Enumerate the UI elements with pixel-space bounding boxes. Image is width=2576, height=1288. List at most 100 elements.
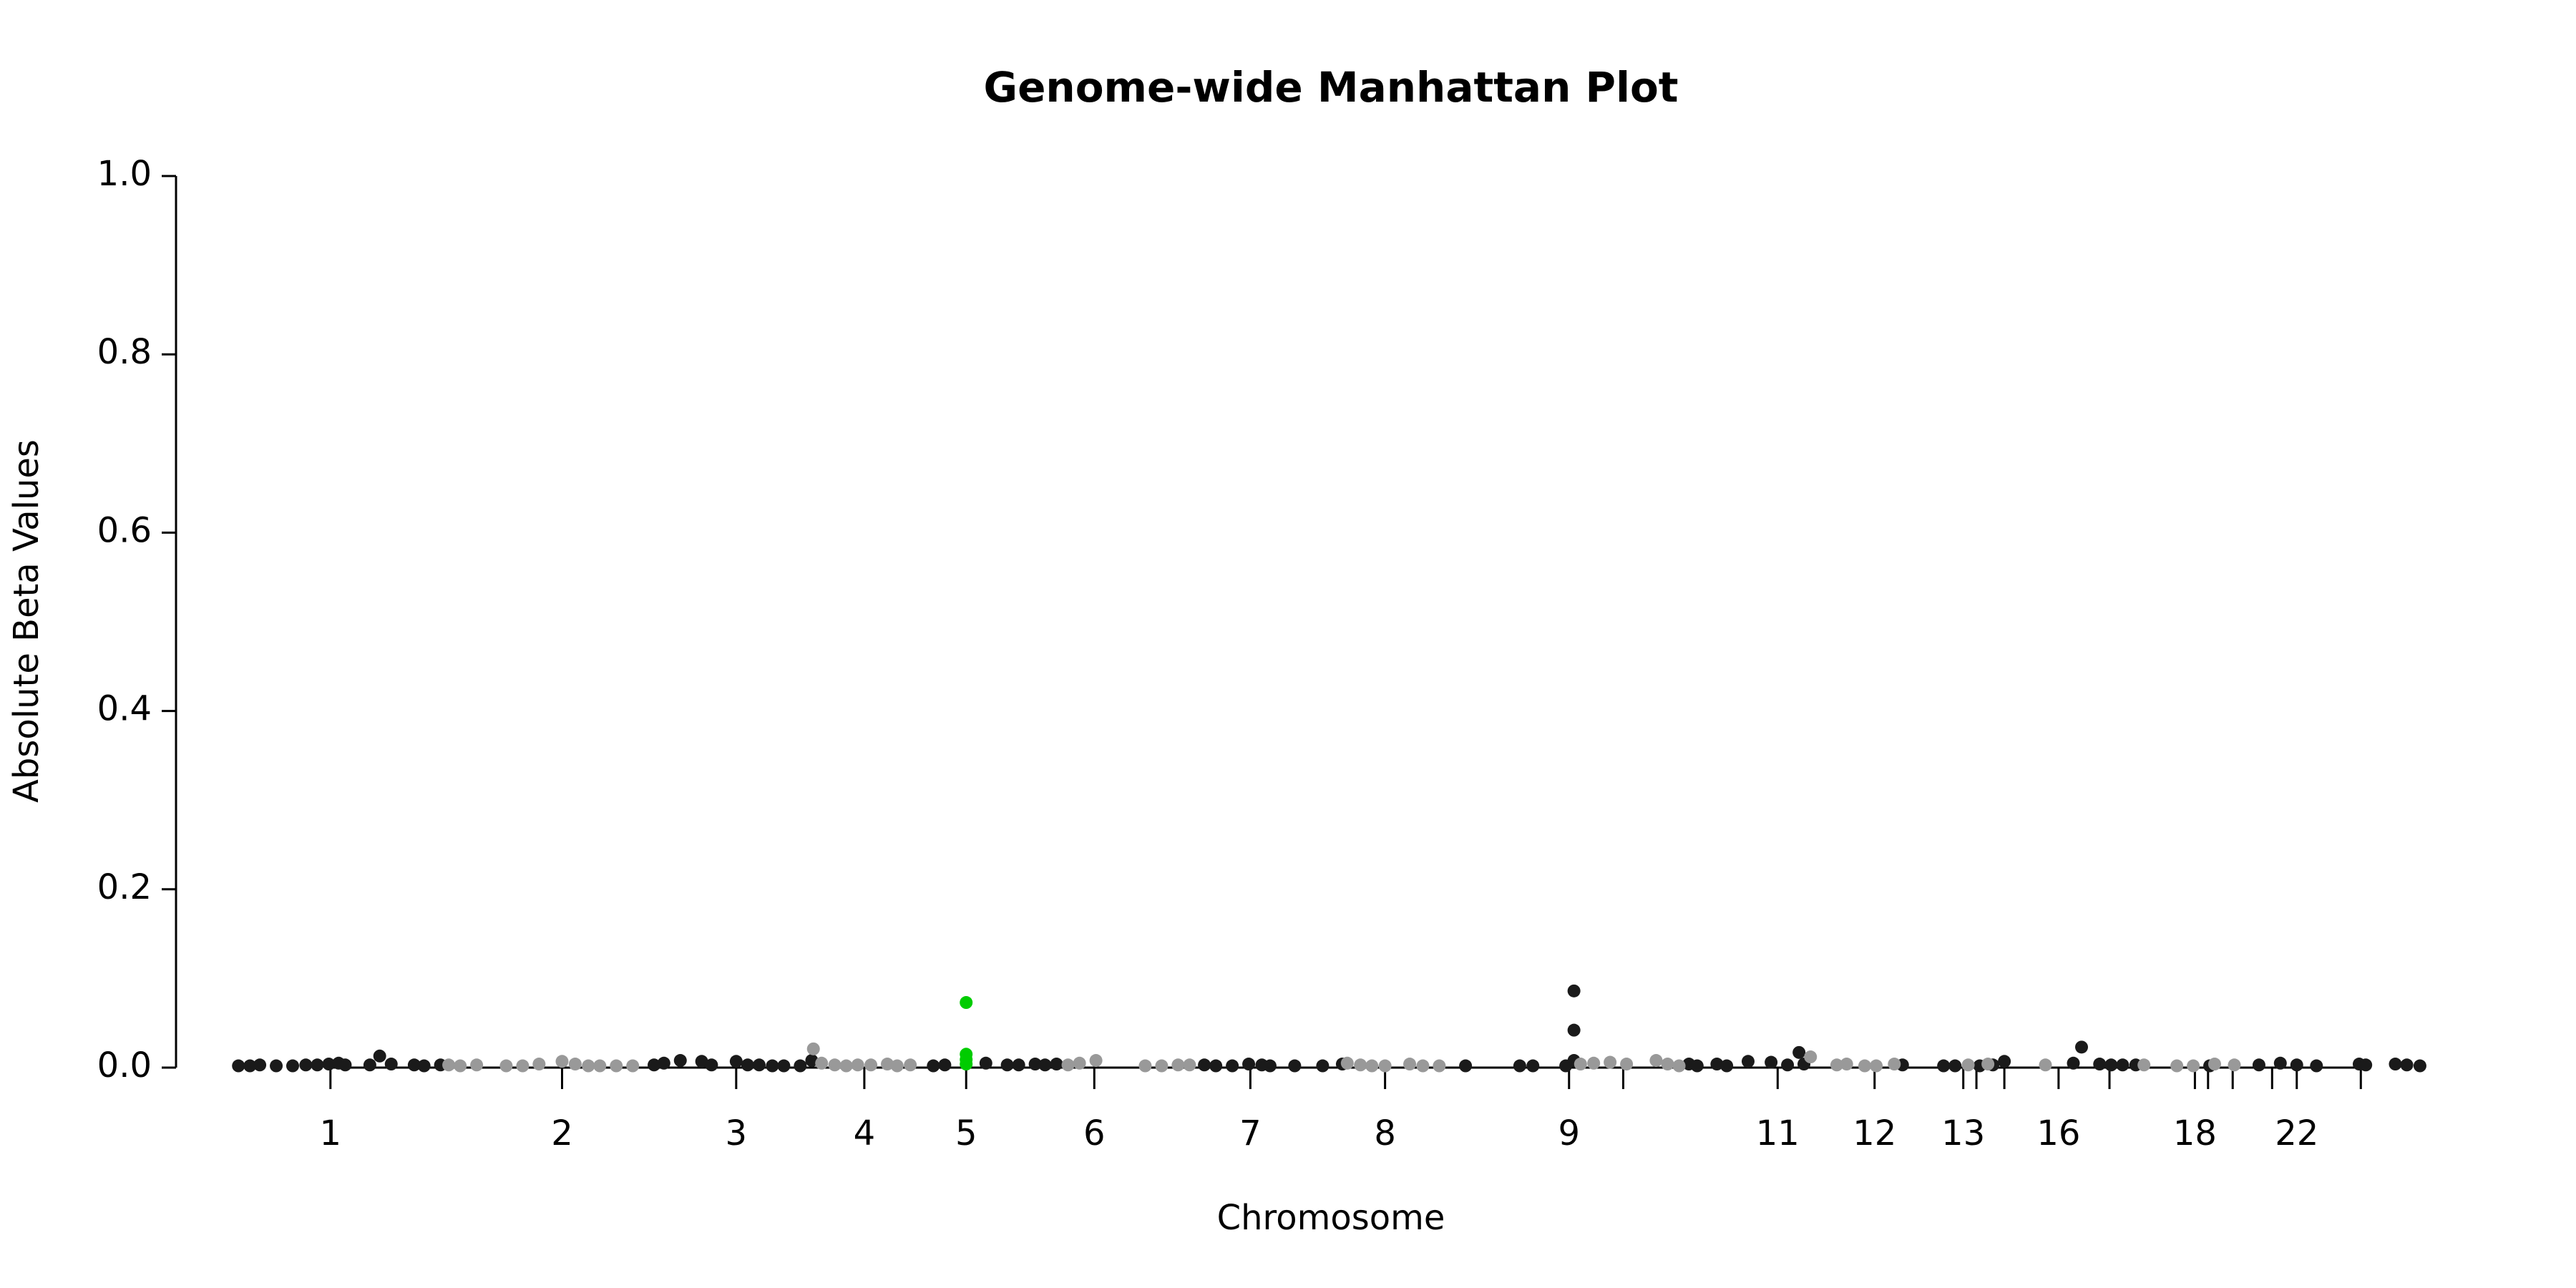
data-point [2075, 1040, 2089, 1054]
data-point [2137, 1058, 2151, 1072]
data-point [1459, 1059, 1473, 1073]
data-point [363, 1058, 376, 1072]
data-point [794, 1059, 807, 1073]
data-point [1038, 1058, 1052, 1072]
data-point [1513, 1059, 1526, 1073]
data-point [442, 1058, 456, 1072]
data-point [1961, 1058, 1975, 1072]
data-point [1672, 1059, 1686, 1073]
data-point [695, 1055, 708, 1068]
data-point [881, 1058, 894, 1071]
data-point [1365, 1059, 1379, 1073]
data-point [1567, 1023, 1581, 1037]
data-point [593, 1059, 607, 1073]
data-point [568, 1058, 582, 1071]
data-point [673, 1054, 687, 1068]
data-point [1263, 1059, 1277, 1073]
y-tick-label: 0.4 [97, 689, 152, 729]
x-tick-label: 3 [726, 1113, 748, 1153]
data-point [1209, 1059, 1223, 1073]
data-point [1690, 1059, 1704, 1073]
data-point [311, 1058, 324, 1072]
data-point [657, 1056, 670, 1070]
data-point [1138, 1059, 1152, 1073]
x-tick-label: 7 [1239, 1113, 1262, 1153]
data-point [815, 1056, 829, 1070]
data-point [705, 1058, 718, 1072]
data-point [1661, 1058, 1674, 1071]
data-point [454, 1059, 467, 1073]
data-point [777, 1059, 791, 1073]
y-axis-title: Absolute Beta Values [6, 439, 47, 803]
data-point [766, 1059, 779, 1073]
data-point [2389, 1058, 2402, 1071]
data-point [979, 1056, 992, 1070]
data-point [1948, 1059, 1962, 1073]
data-point [299, 1058, 313, 1072]
data-point [806, 1042, 820, 1055]
data-point [1171, 1058, 1185, 1072]
data-point [1378, 1059, 1392, 1073]
data-point [1567, 984, 1581, 997]
data-point [2207, 1058, 2221, 1071]
x-tick-label: 1 [320, 1113, 342, 1153]
x-tick-label: 8 [1374, 1113, 1396, 1153]
data-point [1028, 1058, 1042, 1071]
data-point [2252, 1058, 2265, 1072]
data-point [1765, 1055, 1778, 1069]
data-point [2310, 1059, 2323, 1073]
data-point [1073, 1056, 1086, 1070]
data-point [1340, 1056, 1354, 1070]
data-point [610, 1059, 623, 1073]
data-point [2187, 1059, 2200, 1073]
data-point [270, 1059, 283, 1073]
data-point [1858, 1059, 1871, 1073]
data-point [904, 1058, 917, 1072]
data-point [1604, 1055, 1617, 1069]
data-point [1804, 1050, 1818, 1064]
data-point [2093, 1058, 2107, 1071]
x-tick-label: 16 [2036, 1113, 2080, 1153]
data-point [2290, 1058, 2303, 1072]
y-tick-label: 0.6 [97, 510, 152, 550]
data-point [2039, 1058, 2052, 1072]
data-point [407, 1058, 421, 1072]
data-point [626, 1059, 640, 1073]
data-point [1226, 1059, 1239, 1073]
x-tick-label: 9 [1558, 1113, 1580, 1153]
data-point [1061, 1058, 1075, 1072]
data-point [1288, 1059, 1302, 1073]
data-point [253, 1058, 267, 1072]
data-point [1198, 1058, 1211, 1072]
data-point [1155, 1059, 1169, 1073]
data-point [2413, 1059, 2426, 1073]
data-point [470, 1058, 484, 1072]
x-axis-title: Chromosome [1217, 1198, 1445, 1238]
data-point [927, 1059, 940, 1073]
x-tick-label: 4 [854, 1113, 876, 1153]
x-tick-label: 11 [1756, 1113, 1800, 1153]
data-point [960, 996, 973, 1010]
data-point [864, 1058, 878, 1072]
data-point [582, 1059, 595, 1073]
x-tick-label: 6 [1083, 1113, 1106, 1153]
data-point [499, 1059, 513, 1073]
data-point [1830, 1058, 1843, 1072]
data-point [384, 1058, 398, 1071]
data-point [322, 1058, 336, 1071]
data-point [2400, 1058, 2414, 1072]
data-point [960, 1058, 973, 1071]
y-tick-label: 0.2 [97, 867, 152, 907]
x-tick-label: 12 [1853, 1113, 1896, 1153]
data-point [1050, 1058, 1063, 1071]
data-point [890, 1059, 904, 1073]
data-point [805, 1054, 819, 1068]
data-point [2273, 1056, 2287, 1070]
data-point [1888, 1058, 1901, 1071]
data-point [1526, 1059, 1540, 1073]
data-point [851, 1058, 864, 1072]
data-point [1416, 1059, 1430, 1073]
x-tick-label: 22 [2275, 1113, 2318, 1153]
data-point [741, 1058, 754, 1072]
